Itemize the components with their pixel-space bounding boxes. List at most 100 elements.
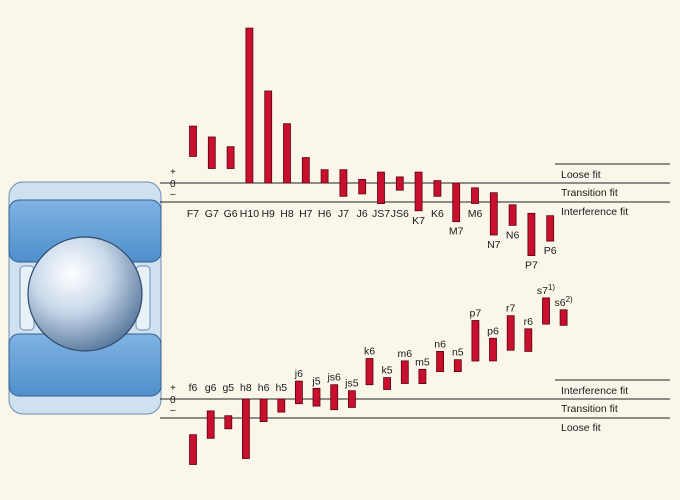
shaft-zone-interference: Interference fit bbox=[561, 385, 628, 397]
housing-label-h7: H7 bbox=[299, 208, 313, 220]
housing-bar-h7 bbox=[301, 157, 310, 184]
housing-bar-js7 bbox=[377, 171, 385, 205]
shaft-label-p6: p6 bbox=[487, 325, 499, 337]
housing-bar-g7 bbox=[207, 136, 216, 169]
housing-label-n7: N7 bbox=[487, 239, 501, 251]
housing-label-h10: H10 bbox=[240, 208, 259, 220]
shaft-label-f6: f6 bbox=[189, 382, 198, 394]
shaft-bar-k5 bbox=[383, 377, 392, 390]
housing-bar-h8 bbox=[283, 123, 291, 184]
housing-label-g6: G6 bbox=[224, 208, 238, 220]
shaft-bar-js5 bbox=[347, 390, 356, 408]
shaft-label-p7: p7 bbox=[470, 308, 482, 320]
shaft-label-r7: r7 bbox=[506, 303, 515, 315]
shaft-bar-js6 bbox=[330, 384, 339, 411]
housing-plus-sign: + bbox=[170, 167, 176, 178]
shaft-bar-r6 bbox=[524, 328, 533, 352]
shaft-bar-p6 bbox=[489, 337, 497, 362]
housing-label-k6: K6 bbox=[431, 208, 444, 220]
housing-bar-h6 bbox=[320, 169, 329, 184]
shaft-bar-h5 bbox=[277, 398, 286, 413]
shaft-bar-n5 bbox=[453, 359, 462, 373]
shaft-zone-loose: Loose fit bbox=[561, 422, 601, 434]
shaft-label-j5: j5 bbox=[311, 375, 320, 387]
housing-label-j7: J7 bbox=[338, 208, 349, 220]
shaft-label-k5: k5 bbox=[382, 365, 393, 377]
shaft-label-g5: g5 bbox=[222, 382, 234, 394]
shaft-bar-j5 bbox=[312, 387, 321, 407]
housing-zone-transition: Transition fit bbox=[561, 187, 618, 199]
shaft-bar-n6 bbox=[436, 350, 445, 372]
housing-bar-p7 bbox=[527, 212, 536, 257]
housing-axis: + 0 – Loose fit Transition fit Interfere… bbox=[160, 163, 670, 218]
shaft-bar-s7 bbox=[542, 297, 550, 325]
shaft-axis: + 0 – Interference fit Transition fit Lo… bbox=[160, 379, 670, 434]
housing-label-n6: N6 bbox=[506, 229, 520, 241]
shaft-label-m5: m5 bbox=[415, 356, 430, 368]
shaft-label-r6: r6 bbox=[524, 316, 533, 328]
shaft-bar-m6 bbox=[400, 360, 409, 384]
housing-minus-sign: – bbox=[170, 189, 176, 200]
shaft-bar-k6 bbox=[365, 358, 374, 386]
shaft-zero-sign: 0 bbox=[170, 395, 176, 406]
shaft-plus-sign: + bbox=[170, 383, 176, 394]
housing-label-h6: H6 bbox=[318, 208, 332, 220]
housing-label-m7: M7 bbox=[449, 226, 464, 238]
housing-label-g7: G7 bbox=[205, 208, 219, 220]
housing-zone-loose: Loose fit bbox=[561, 169, 601, 181]
housing-label-js6: JS6 bbox=[391, 208, 409, 220]
housing-bar-f7 bbox=[189, 125, 197, 157]
housing-label-f7: F7 bbox=[187, 208, 199, 220]
housing-bar-k6 bbox=[433, 180, 442, 197]
housing-bar-js6 bbox=[395, 176, 404, 191]
housing-bar-k7 bbox=[414, 171, 423, 212]
shaft-label-s7: s71) bbox=[537, 283, 556, 297]
shaft-label-n5: n5 bbox=[452, 347, 464, 359]
housing-bar-h10 bbox=[245, 27, 254, 184]
shaft-label-k6: k6 bbox=[364, 346, 375, 358]
bearing-illustration bbox=[8, 181, 162, 415]
housing-bar-m6 bbox=[471, 187, 479, 204]
shaft-label-n6: n6 bbox=[434, 338, 446, 350]
shaft-bar-h6 bbox=[259, 398, 268, 423]
shaft-label-g6: g6 bbox=[205, 382, 217, 394]
housing-bar-j6 bbox=[358, 178, 367, 195]
housing-bar-m7 bbox=[452, 182, 461, 223]
shaft-bar-j6 bbox=[294, 380, 303, 405]
shaft-bar-m5 bbox=[418, 368, 427, 384]
housing-label-h9: H9 bbox=[261, 208, 275, 220]
shaft-label-h5: h5 bbox=[275, 382, 287, 394]
shaft-label-s6: s62) bbox=[554, 295, 573, 309]
housing-zone-interference: Interference fit bbox=[561, 206, 628, 218]
housing-label-k7: K7 bbox=[412, 215, 425, 227]
shaft-bar-r7 bbox=[506, 315, 515, 351]
shaft-bar-g6 bbox=[206, 410, 215, 439]
housing-bar-p6 bbox=[546, 215, 555, 242]
housing-bar-j7 bbox=[339, 169, 348, 197]
shaft-zone-transition: Transition fit bbox=[561, 403, 618, 415]
housing-label-p6: P6 bbox=[544, 245, 557, 257]
shaft-minus-sign: – bbox=[170, 405, 176, 416]
housing-label-js7: JS7 bbox=[372, 208, 390, 220]
shaft-label-m6: m6 bbox=[398, 348, 413, 360]
shaft-label-h6: h6 bbox=[258, 382, 270, 394]
shaft-label-js5: js5 bbox=[344, 378, 359, 390]
shaft-bar-p7 bbox=[471, 320, 480, 362]
housing-label-m6: M6 bbox=[468, 208, 483, 220]
housing-label-p7: P7 bbox=[525, 260, 538, 272]
shaft-label-j6: j6 bbox=[294, 368, 303, 380]
ball bbox=[27, 236, 143, 352]
shaft-label-h8: h8 bbox=[240, 382, 252, 394]
shaft-label-js6: js6 bbox=[326, 372, 341, 384]
shaft-bar-s6 bbox=[559, 309, 568, 326]
housing-zero-sign: 0 bbox=[170, 179, 176, 190]
shaft-bar-f6 bbox=[189, 434, 197, 465]
shaft-bar-g5 bbox=[224, 415, 233, 430]
shaft-bar-h8 bbox=[241, 398, 250, 459]
housing-label-h8: H8 bbox=[280, 208, 294, 220]
housing-bar-g6 bbox=[226, 146, 235, 169]
